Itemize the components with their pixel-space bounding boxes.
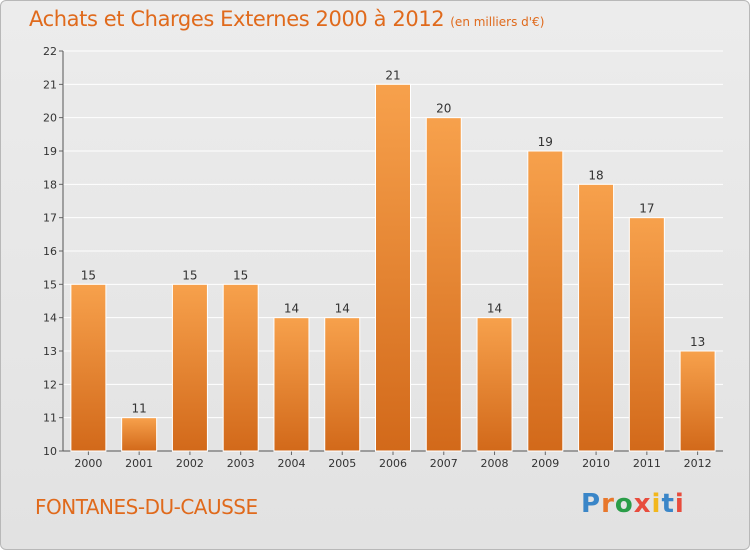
x-tick-label: 2003 [227,457,255,470]
x-tick-label: 2002 [176,457,204,470]
y-tick-label: 11 [43,412,57,425]
bar-2005 [324,317,361,452]
x-tick-label: 2007 [430,457,458,470]
bar-value-label: 11 [132,402,147,416]
bar-value-label: 14 [487,302,502,316]
bar-value-label: 15 [81,268,96,282]
chart-unit: (en milliers d'€) [450,15,545,29]
chart-title: Achats et Charges Externes 2000 à 2012 (e… [29,7,544,31]
y-tick-label: 16 [43,245,57,258]
bar-value-label: 15 [182,268,197,282]
y-tick-label: 14 [43,312,57,325]
x-tick-label: 2001 [125,457,153,470]
logo-letter: i [674,489,685,519]
bar-value-label: 17 [639,202,654,216]
bar-value-label: 14 [335,302,350,316]
proxiti-logo: Proxiti [581,489,685,519]
bar-value-label: 20 [436,102,451,116]
x-tick-label: 2009 [531,457,559,470]
bar-2002 [171,283,208,452]
bar-2012 [679,350,716,452]
logo-letter: i [651,489,662,519]
x-tick-label: 2006 [379,457,407,470]
y-tick-label: 18 [43,178,57,191]
bar-2010 [578,183,615,452]
logo-letter: x [633,489,652,519]
logo-letter: P [581,489,602,519]
x-tick-label: 2010 [582,457,610,470]
logo-letter: r [601,489,615,519]
x-tick-label: 2004 [277,457,305,470]
bar-value-label: 18 [588,168,603,182]
x-tick-labels: 2000 2001 2002 2003 2004 2005 2006 2007 2008 2009… [74,457,711,470]
bar-2007 [425,117,462,452]
data-labels: 15 11 15 15 14 14 21 20 14 19 18 17 13 [81,68,706,415]
y-tick-label: 17 [43,212,57,225]
y-tick-labels: 10 11 12 13 14 15 16 17 18 19 20 21 22 [43,45,57,458]
bar-value-label: 13 [690,335,705,349]
y-tick-label: 15 [43,278,57,291]
x-tick-label: 2000 [74,457,102,470]
bar-2008 [476,317,513,452]
x-tick-label: 2011 [633,457,661,470]
logo-letter: o [614,489,634,519]
bars [70,83,716,452]
bar-2009 [527,150,564,452]
bar-2011 [628,217,665,452]
y-tick-label: 19 [43,145,57,158]
bar-2000 [70,283,107,452]
bar-value-label: 15 [233,268,248,282]
x-tick-label: 2012 [684,457,712,470]
y-tick-label: 13 [43,345,57,358]
bar-2001 [121,417,158,452]
bar-value-label: 19 [538,135,553,149]
x-tick-label: 2008 [481,457,509,470]
commune-name: FONTANES-DU-CAUSSE [35,495,258,519]
chart-title-text: Achats et Charges Externes 2000 à 2012 [29,7,445,31]
y-tick-label: 20 [43,112,57,125]
y-tick-label: 21 [43,78,57,91]
bar-2003 [222,283,259,452]
y-tick-label: 10 [43,445,57,458]
y-tick-label: 12 [43,378,57,391]
bar-value-label: 21 [385,68,400,82]
y-tick-label: 22 [43,45,57,58]
x-tick-label: 2005 [328,457,356,470]
bar-2006 [375,83,411,452]
bar-value-label: 14 [284,302,299,316]
logo-letter: t [661,489,675,519]
bar-2004 [273,317,310,452]
